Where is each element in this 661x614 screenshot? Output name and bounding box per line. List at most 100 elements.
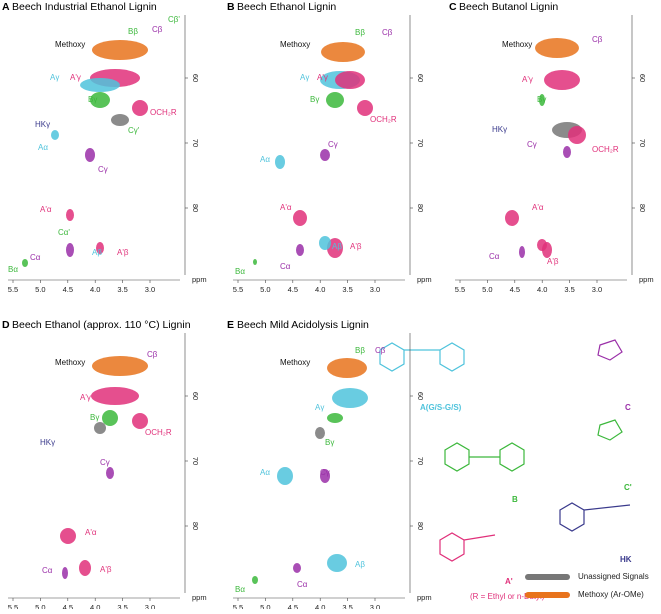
peak-label: Aα (260, 155, 270, 164)
cross-peak (22, 259, 28, 267)
cross-peak (60, 528, 76, 544)
y-tick-label: 80 (191, 204, 200, 212)
cross-peak (535, 38, 579, 58)
unit-label: ppm (417, 275, 432, 284)
peak-label: Cγ (98, 165, 108, 174)
peak-label: Methoxy (55, 40, 85, 49)
peak-label: Cγ (320, 468, 330, 477)
x-tick-label: 5.0 (35, 603, 45, 609)
peak-label: Methoxy (280, 358, 310, 367)
y-tick-label: 70 (416, 457, 425, 465)
peak-label: Cβ (382, 28, 393, 37)
x-tick-label: 3.5 (342, 603, 352, 609)
cross-peak (111, 114, 129, 126)
cross-peak (94, 422, 106, 434)
peak-label: Bγ (310, 95, 319, 104)
peak-label: Cα (280, 262, 291, 271)
cross-peak (92, 40, 148, 60)
x-tick-label: 3.5 (117, 285, 127, 294)
y-tick-label: 80 (191, 522, 200, 530)
cross-peak (253, 259, 257, 265)
cross-peak (62, 567, 68, 579)
x-tick-label: 4.0 (315, 285, 325, 294)
peak-label: Methoxy (502, 40, 532, 49)
cross-peak (102, 410, 118, 426)
peak-label: HKγ (40, 438, 55, 447)
cross-peak (542, 242, 552, 258)
y-tick-label: 60 (416, 392, 425, 400)
x-tick-label: 5.5 (233, 603, 243, 609)
peak-label: A'α (532, 203, 544, 212)
y-tick-label: 60 (191, 392, 200, 400)
panel-title: Beech Ethanol Lignin (237, 1, 336, 13)
peak-label: A'γ (317, 73, 328, 82)
peak-label: OCH₂R (592, 145, 619, 154)
cross-peak (357, 100, 373, 116)
peak-label: A'γ (70, 73, 81, 82)
x-tick-label: 3.0 (145, 285, 155, 294)
peak-label: Cβ (592, 35, 603, 44)
cross-peak (293, 210, 307, 226)
cross-peak (66, 209, 74, 221)
cross-peak (563, 146, 571, 158)
y-tick-label: 70 (191, 457, 200, 465)
x-tick-label: 4.0 (315, 603, 325, 609)
panel-title: Beech Ethanol (approx. 110 °C) Lignin (12, 319, 191, 331)
panel-letter: D (2, 319, 10, 331)
x-tick-label: 4.5 (288, 285, 298, 294)
y-tick-label: 60 (638, 74, 647, 82)
x-tick-label: 5.5 (8, 603, 18, 609)
x-tick-label: 3.5 (342, 285, 352, 294)
legend-label: Methoxy (Ar-OMe) (578, 590, 644, 599)
peak-label: A'β (100, 565, 112, 574)
y-tick-label: 60 (191, 74, 200, 82)
cross-peak (335, 71, 365, 89)
unit-label: ppm (639, 275, 654, 284)
peak-label: Cβ (375, 346, 386, 355)
panel-letter: C (449, 1, 457, 13)
peak-label: Cγ (527, 140, 537, 149)
peak-label: HKγ (35, 120, 50, 129)
peak-label: Cα (489, 252, 500, 261)
peak-label: Bβ (128, 27, 138, 36)
peak-label: Aβ (92, 248, 102, 257)
cross-peak (132, 413, 148, 429)
peak-label: OCH₂R (150, 108, 177, 117)
peak-label: Cγ (100, 458, 110, 467)
x-tick-label: 5.0 (35, 285, 45, 294)
cross-peak (90, 92, 110, 108)
peak-label: Bγ (537, 95, 546, 104)
unit-label: ppm (192, 593, 207, 602)
peak-label: A'γ (522, 75, 533, 84)
x-tick-label: 4.5 (63, 285, 73, 294)
cross-peak (252, 576, 258, 584)
x-tick-label: 4.0 (537, 285, 547, 294)
legend-swatch (525, 574, 570, 580)
cross-peak (315, 427, 325, 439)
peak-label: Aα (38, 143, 48, 152)
peak-label: Cγ (328, 140, 338, 149)
legend-label: Unassigned Signals (578, 572, 649, 581)
x-tick-label: 5.0 (260, 603, 270, 609)
cross-peak (277, 467, 293, 485)
peak-label: Bα (235, 585, 245, 594)
peak-label: Aγ (50, 73, 59, 82)
peak-label: Methoxy (55, 358, 85, 367)
peak-label: A'α (85, 528, 97, 537)
peak-label: Aβ (332, 242, 342, 251)
y-tick-label: 70 (416, 139, 425, 147)
peak-label: A'γ (80, 393, 91, 402)
cross-peak (92, 356, 148, 376)
x-tick-label: 3.5 (117, 603, 127, 609)
cross-peak (320, 469, 330, 483)
x-tick-label: 4.5 (63, 603, 73, 609)
cross-peak (568, 126, 586, 144)
peak-label: Bγ (325, 438, 334, 447)
structure-label: HK (620, 555, 632, 564)
x-tick-label: 3.5 (564, 285, 574, 294)
x-tick-label: 5.5 (8, 285, 18, 294)
cross-peak (327, 554, 347, 572)
cross-peak (296, 244, 304, 256)
peak-label: Bβ (355, 28, 365, 37)
